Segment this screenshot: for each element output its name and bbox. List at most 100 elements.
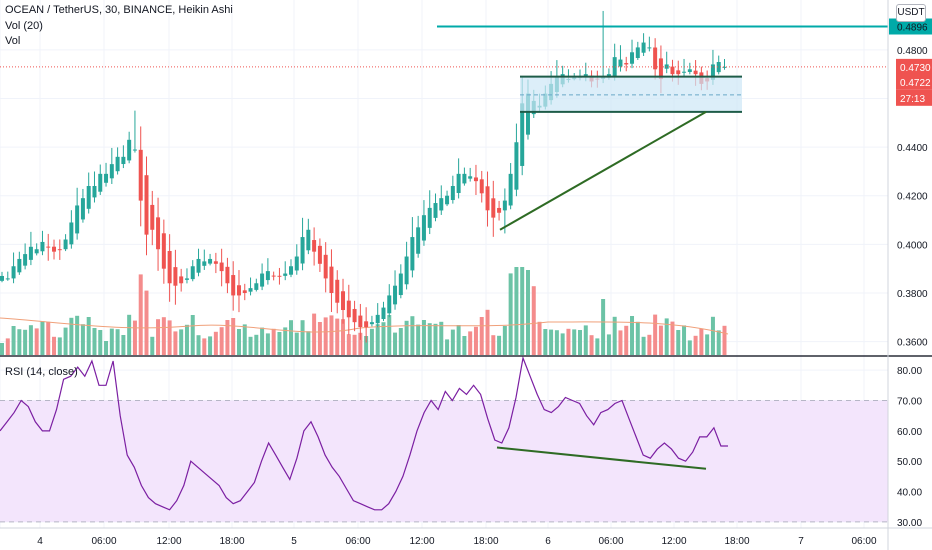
volume-bar (109, 328, 114, 355)
candle-body (11, 266, 16, 279)
volume-bar (115, 329, 120, 355)
candle-body (508, 173, 513, 206)
volume-bar (34, 328, 39, 355)
volume-bar (236, 329, 241, 355)
candle-body (468, 176, 473, 179)
volume-bar (144, 290, 149, 355)
candle-body (202, 261, 207, 266)
candle-body (121, 156, 126, 165)
volume-bar (335, 318, 340, 355)
volume-bar (375, 324, 380, 355)
candle-body (653, 47, 658, 70)
candle-body (381, 307, 386, 320)
volume-bar (514, 267, 519, 355)
volume-bar (693, 335, 698, 355)
volume-bar (346, 334, 351, 355)
volume-bar (716, 330, 721, 355)
candle-body (75, 205, 80, 234)
volume-bar (196, 335, 201, 355)
candle-body (109, 164, 114, 179)
volume-bar (554, 330, 559, 355)
candle-body (497, 207, 502, 213)
candle-body (618, 59, 623, 67)
volume-bar (86, 317, 91, 355)
volume-bar (138, 274, 143, 355)
candle-body (294, 256, 299, 271)
candle-body (179, 276, 184, 284)
rsi-tick-label: 40.00 (897, 488, 922, 499)
price-badge-2 (896, 89, 932, 106)
volume-bar (358, 332, 363, 355)
volume-bar (283, 327, 288, 355)
candle-body (335, 279, 340, 303)
volume-bar (121, 335, 126, 355)
rsi-tick-label: 50.00 (897, 457, 922, 468)
candle-body (127, 139, 132, 161)
volume-bar (664, 318, 669, 355)
candle-body (670, 66, 675, 75)
time-tick-label: 12:00 (661, 536, 686, 547)
candle-body (57, 249, 62, 251)
volume-bar (624, 325, 629, 355)
candle-body (317, 245, 322, 264)
candle-body (156, 217, 161, 250)
volume-bar (572, 329, 577, 355)
candle-body (398, 273, 403, 296)
volume-legend-2: Vol (5, 35, 21, 47)
currency-badge[interactable]: USDT (896, 4, 926, 22)
volume-bar (46, 321, 51, 355)
price-tick-label: 0.4800 (897, 46, 928, 57)
volume-bar (687, 340, 692, 355)
volume-bar (595, 338, 600, 355)
price-tick-label: 0.4000 (897, 240, 928, 251)
candle-body (421, 215, 426, 241)
volume-bar (682, 325, 687, 355)
candle-body (231, 275, 236, 296)
volume-bar (427, 323, 432, 355)
time-tick-label: 7 (798, 536, 804, 547)
volume-bar (63, 327, 68, 355)
volume-bar (479, 317, 484, 355)
candle-body (358, 315, 363, 328)
candle-body (323, 254, 328, 279)
price-tick-label: 0.3800 (897, 289, 928, 300)
candle-body (502, 200, 507, 211)
price-tick-label: 0.4200 (897, 192, 928, 203)
volume-bar (670, 321, 675, 355)
volume-bar (271, 328, 276, 355)
volume-bar (410, 316, 415, 355)
candle-body (635, 47, 640, 59)
candle-body (393, 285, 398, 305)
volume-bar (508, 273, 513, 355)
rsi-trend-line (496, 446, 707, 470)
volume-bar (560, 333, 565, 355)
candle-body (676, 70, 681, 75)
candle-body (485, 186, 490, 211)
volume-bar (416, 324, 421, 355)
volume-bar (421, 320, 426, 355)
time-tick-label: 5 (291, 536, 297, 547)
volume-bar (369, 328, 374, 355)
price-badge-label-2: 27:13 (900, 94, 925, 105)
candle-body (612, 57, 617, 76)
volume-bar (676, 330, 681, 355)
volume-bar (202, 338, 207, 355)
candle-body (254, 283, 259, 290)
time-tick-label: 18:00 (473, 536, 498, 547)
volume-bar (502, 326, 507, 355)
candle-body (329, 266, 334, 293)
candle-body (682, 71, 687, 73)
candle-body (687, 69, 692, 72)
candle-body (242, 290, 247, 293)
candle-body (115, 156, 120, 172)
volume-bar (294, 332, 299, 355)
drawings (0, 25, 888, 231)
volume-bar (630, 316, 635, 355)
volume-bar (0, 343, 4, 355)
candle-body (80, 198, 85, 220)
volume-bar (537, 321, 542, 355)
candle-body (184, 278, 189, 280)
candle-body (173, 267, 178, 286)
price-badge-label-1: 0.4722 (900, 78, 931, 89)
